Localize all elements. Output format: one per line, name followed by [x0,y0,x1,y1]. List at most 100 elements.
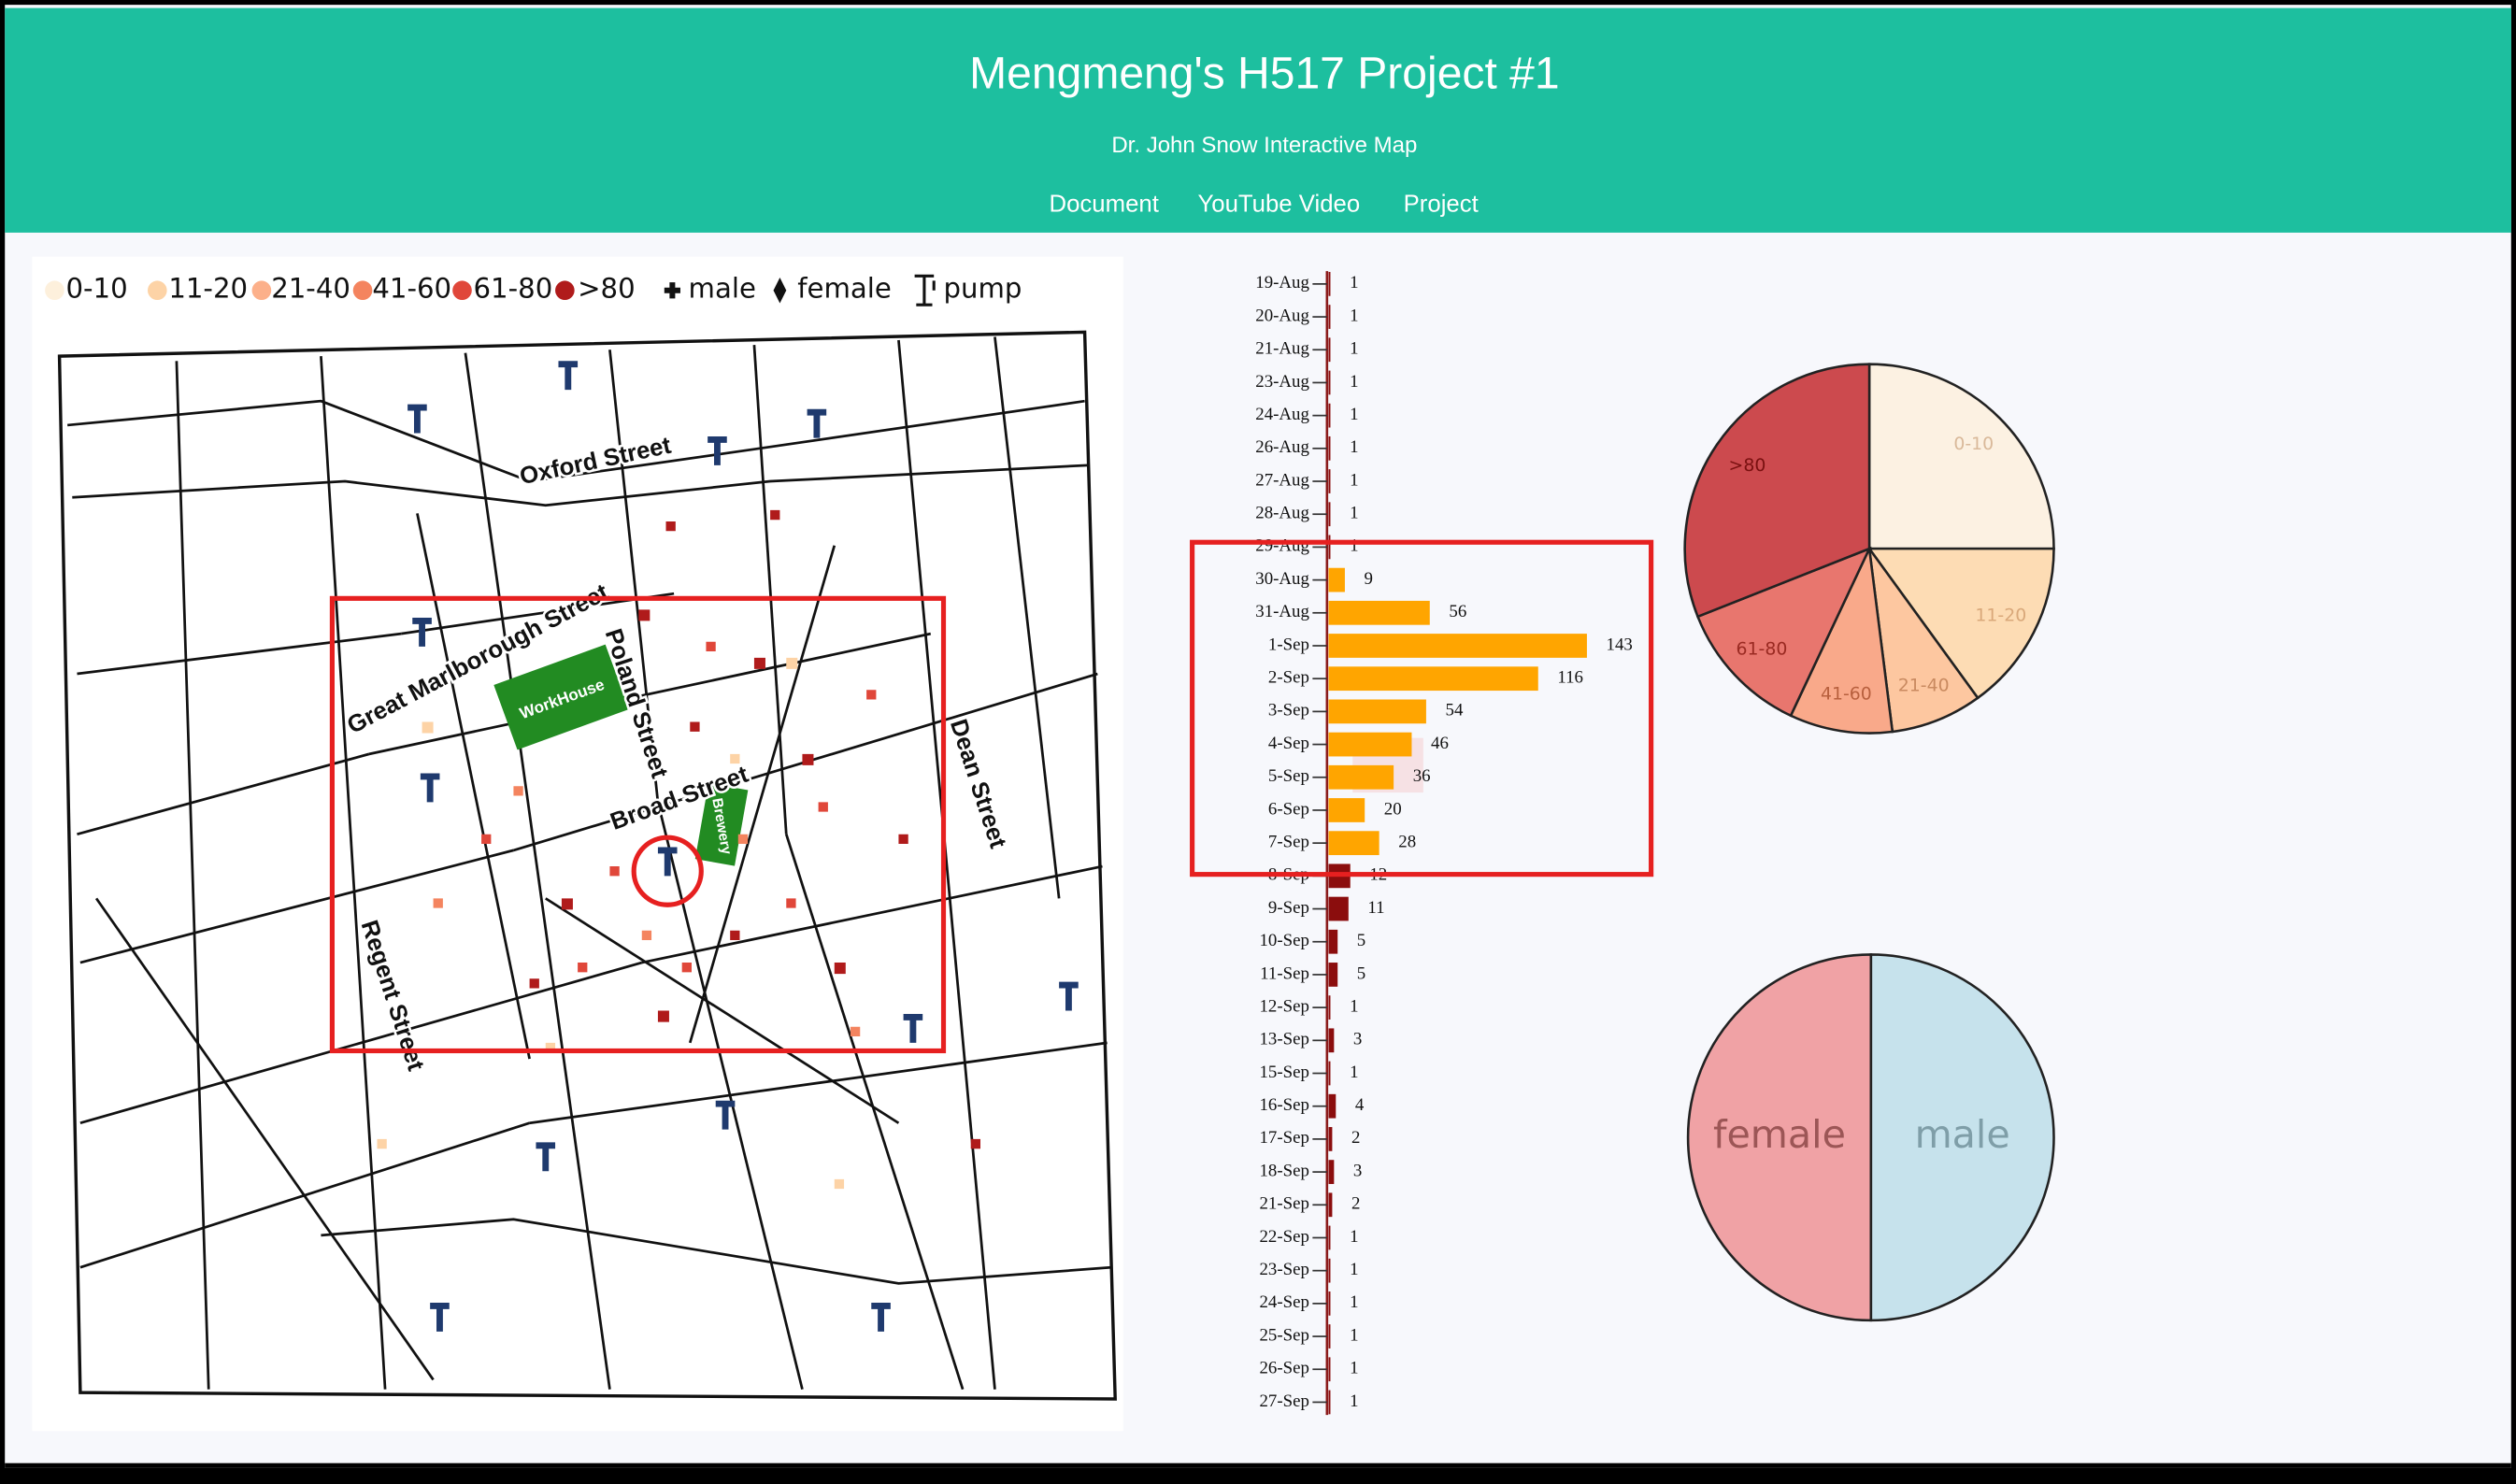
value-label: 1 [1350,504,1358,523]
bar [1328,831,1380,856]
nav-link[interactable]: Document [1050,192,1159,218]
slice-label: 11-20 [1975,605,2026,625]
bar [1328,1324,1331,1348]
bar [1328,896,1349,921]
value-label: 1 [1350,536,1358,556]
value-label: 9 [1365,569,1373,589]
value-label: 56 [1449,602,1466,621]
tick-label: 1-Sep [1268,635,1309,654]
bar [1328,1225,1331,1250]
value-label: 1 [1350,339,1358,359]
street-map [57,330,1117,1401]
bar [1328,567,1345,592]
legend-swatch [352,280,373,301]
bar [1328,1390,1331,1415]
legend-swatch [555,280,575,301]
female-symbol [773,277,787,304]
tick-label: 24-Aug [1255,405,1309,424]
legend-label: 0-10 [65,273,127,305]
value-label: 1 [1350,306,1358,325]
legend-label: 41-60 [372,273,451,305]
slice-label: male [1915,1112,2010,1157]
value-label: 11 [1367,898,1384,918]
pie-slice [1789,544,1894,735]
value-label: 2 [1351,1128,1360,1148]
bar [1328,600,1430,625]
tick-label: 12-Sep [1259,996,1308,1016]
tick-label: 23-Sep [1259,1260,1308,1279]
tick-label: 2-Sep [1268,668,1309,688]
pie-slice [1686,953,1873,1322]
tick-label: 16-Sep [1259,1095,1308,1115]
bar [1328,1061,1331,1086]
bar [1328,271,1331,296]
value-label: 1 [1350,1391,1358,1411]
value-label: 4 [1355,1095,1365,1115]
slice-label: 41-60 [1821,684,1872,705]
tick-label: 26-Aug [1255,437,1309,457]
bar [1328,1093,1337,1119]
tick-label: 30-Aug [1255,569,1309,589]
tick-label: 9-Sep [1268,898,1309,918]
slice-label: >80 [1729,455,1766,476]
value-label: 1 [1350,1063,1358,1082]
value-label: 1 [1350,996,1358,1016]
bar [1328,634,1587,658]
value-label: 143 [1607,635,1633,654]
value-label: 1 [1350,1325,1358,1345]
legend-label: 11-20 [168,273,248,305]
nav-link[interactable]: YouTube Video [1197,192,1360,218]
slice-label: female [1713,1112,1846,1157]
legend-label: >80 [578,273,636,305]
tick-label: 4-Sep [1268,734,1309,753]
tick-label: 13-Sep [1259,1030,1308,1049]
legend-label: male [689,273,756,305]
tick-label: 19-Aug [1255,273,1309,293]
value-label: 1 [1350,372,1358,392]
bar [1328,502,1331,527]
value-label: 1 [1350,470,1358,490]
bar [1328,666,1538,692]
tick-label: 23-Aug [1255,372,1309,392]
bar [1328,535,1331,560]
pie-slice [1869,953,2055,1322]
male-symbol [664,282,680,299]
value-label: 28 [1398,832,1416,851]
value-label: 1 [1350,1359,1358,1378]
bar [1328,305,1331,329]
tick-label: 22-Sep [1259,1227,1308,1247]
legend: 0-10 11-20 21-40 41-60 61-80 >80 male fe… [45,273,1022,307]
value-label: 3 [1353,1030,1362,1049]
bar [1328,1291,1331,1316]
subtitle: Dr. John Snow Interactive Map [1111,133,1417,158]
tick-label: 6-Sep [1268,799,1309,819]
tick-label: 24-Sep [1259,1292,1308,1312]
bar [1328,337,1331,363]
header [5,7,2511,233]
bar [1328,435,1331,461]
value-label: 1 [1350,273,1358,293]
nav-link[interactable]: Project [1404,192,1479,218]
value-label: 1 [1350,1227,1358,1247]
value-label: 20 [1384,799,1402,819]
tick-label: 27-Sep [1259,1391,1308,1411]
slice-label: 61-80 [1737,639,1788,660]
tick-label: 21-Sep [1259,1194,1308,1214]
value-label: 36 [1413,766,1431,786]
pie-slice [1695,546,1872,718]
bar [1328,1028,1335,1053]
slice-label: 21-40 [1898,675,1950,695]
highlight-box [1190,539,1654,878]
tick-label: 21-Aug [1255,339,1309,359]
bar [1328,469,1331,493]
value-label: 54 [1446,701,1464,721]
tick-label: 7-Sep [1268,832,1309,851]
value-label: 1 [1350,1260,1358,1279]
tick-label: 18-Sep [1259,1161,1308,1180]
highlight-box [329,595,947,1054]
bar [1328,1127,1333,1151]
legend-label: 61-80 [474,273,553,305]
pie-slice [1867,363,2055,550]
bar [1328,1357,1331,1382]
tick-label: 20-Aug [1255,306,1309,325]
